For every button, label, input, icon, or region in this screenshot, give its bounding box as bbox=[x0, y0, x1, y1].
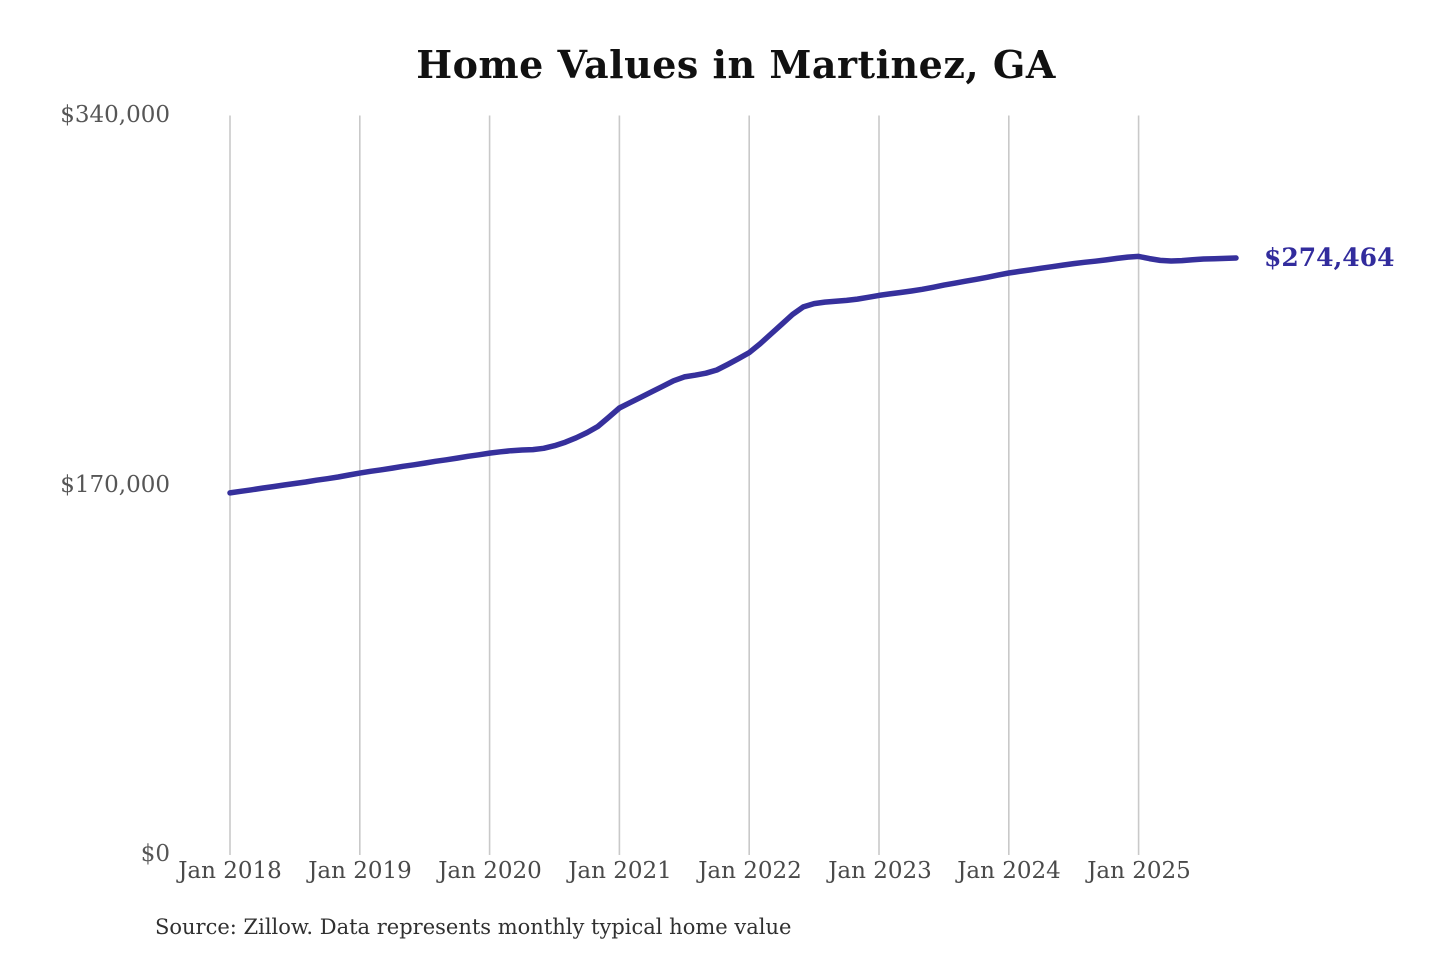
x-axis-tick-jan-2023: Jan 2023 bbox=[828, 858, 932, 884]
x-axis-tick-jan-2019: Jan 2019 bbox=[308, 858, 412, 884]
x-axis-tick-jan-2020: Jan 2020 bbox=[438, 858, 542, 884]
gridlines-group bbox=[229, 115, 1140, 855]
x-axis-tick-jan-2022: Jan 2022 bbox=[698, 858, 802, 884]
x-axis-tick-jan-2021: Jan 2021 bbox=[568, 858, 672, 884]
line-end-value-label: $274,464 bbox=[1264, 243, 1395, 272]
y-axis-tick-170000: $170,000 bbox=[60, 472, 170, 498]
x-axis-tick-jan-2024: Jan 2024 bbox=[957, 858, 1061, 884]
source-note: Source: Zillow. Data represents monthly … bbox=[155, 915, 792, 939]
y-axis-tick-340000: $340,000 bbox=[60, 102, 170, 128]
x-axis-tick-jan-2018: Jan 2018 bbox=[178, 858, 282, 884]
x-axis-tick-jan-2025: Jan 2025 bbox=[1087, 858, 1191, 884]
home-value-line bbox=[227, 253, 1239, 496]
chart-title: Home Values in Martinez, GA bbox=[416, 42, 1056, 87]
y-axis-tick-0: $0 bbox=[140, 841, 170, 867]
